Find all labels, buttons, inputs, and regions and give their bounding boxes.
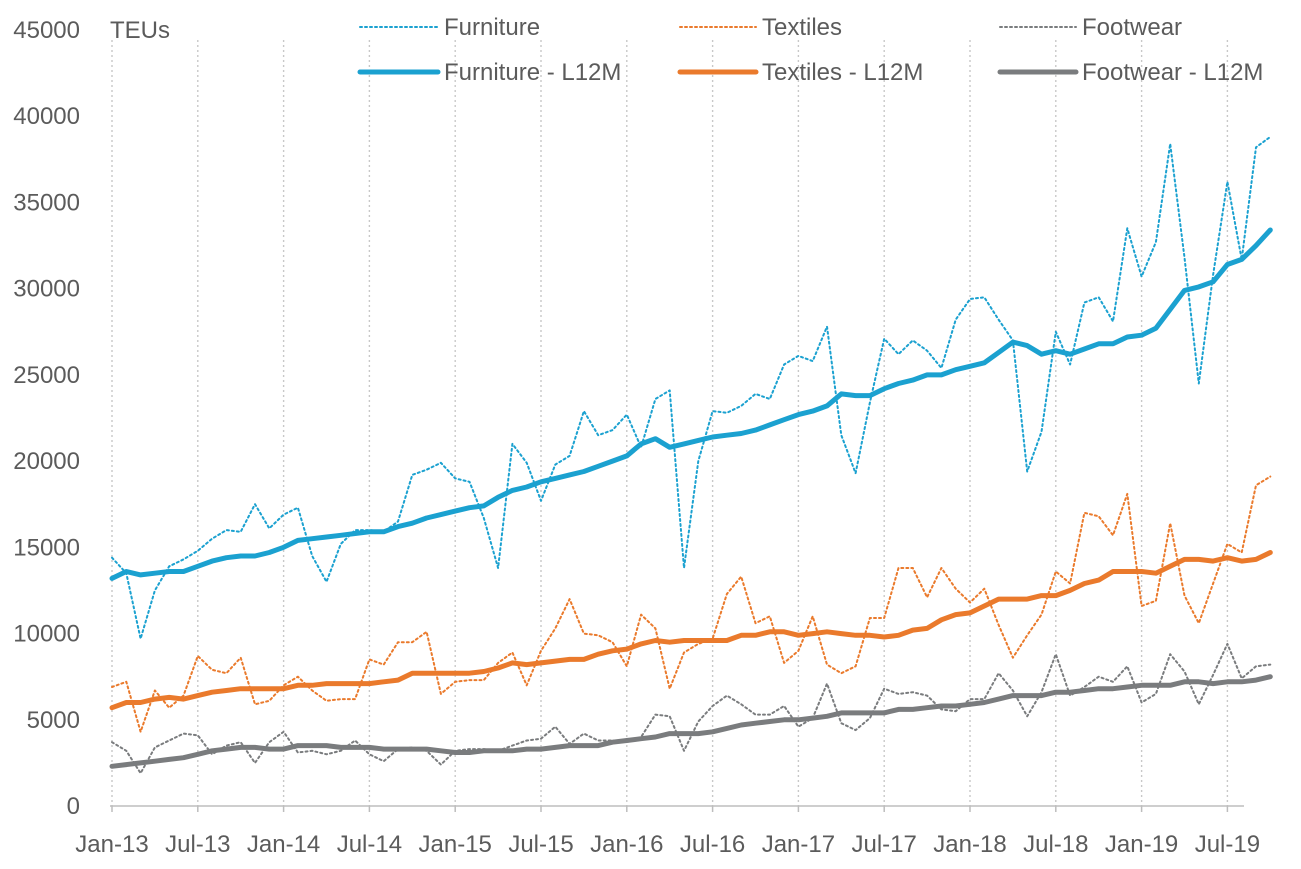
legend-label: Footwear: [1082, 14, 1182, 41]
y-tick-label: 20000: [13, 448, 80, 475]
y-tick-label: 0: [67, 793, 80, 820]
x-tick-label: Jan-15: [419, 831, 492, 858]
x-tick-label: Jul-14: [337, 831, 402, 858]
legend-label: Textiles: [762, 14, 842, 41]
x-tick-label: Jul-16: [680, 831, 745, 858]
series-lines: [109, 135, 1273, 775]
x-tick-label: Jan-16: [590, 831, 663, 858]
x-tick-label: Jan-13: [75, 831, 148, 858]
legend-label: Furniture: [444, 14, 540, 41]
y-tick-label: 25000: [13, 362, 80, 389]
legend-label: Furniture - L12M: [444, 59, 621, 86]
y-axis-unit-label: TEUs: [110, 17, 170, 44]
x-tick-label: Jan-19: [1105, 831, 1178, 858]
legend: Furniture Textiles Footwear Furniture - L12…: [357, 14, 1263, 86]
x-tick-label: Jan-17: [762, 831, 835, 858]
series-line-furniture: [111, 135, 1272, 640]
y-tick-label: 40000: [13, 103, 80, 130]
y-tick-label: 35000: [13, 189, 80, 216]
x-tick-label: Jul-15: [508, 831, 573, 858]
y-tick-label: 15000: [13, 534, 80, 561]
y-tick-label: 45000: [13, 17, 80, 44]
y-tick-label: 10000: [13, 621, 80, 648]
series-line-footwear: [111, 642, 1272, 775]
y-tick-label: 30000: [13, 276, 80, 303]
x-tick-label: Jul-18: [1023, 831, 1088, 858]
series-line-footwear-l12m: [109, 674, 1273, 769]
legend-label: Footwear - L12M: [1082, 59, 1263, 86]
series-line-furniture-l12m: [109, 227, 1273, 581]
x-tick-label: Jan-14: [247, 831, 320, 858]
x-tick-label: Jan-18: [933, 831, 1006, 858]
x-tick-label: Jul-17: [852, 831, 917, 858]
legend-label: Textiles - L12M: [762, 59, 923, 86]
x-tick-label: Jul-19: [1195, 831, 1260, 858]
x-tick-label: Jul-13: [165, 831, 230, 858]
y-tick-label: 5000: [27, 707, 80, 734]
axes: Jan-13 Jul-13 Jan-14 Jul-14 Jan-15 Jul-15 Jan-…: [13, 17, 1260, 858]
series-line-textiles-l12m: [109, 550, 1273, 711]
